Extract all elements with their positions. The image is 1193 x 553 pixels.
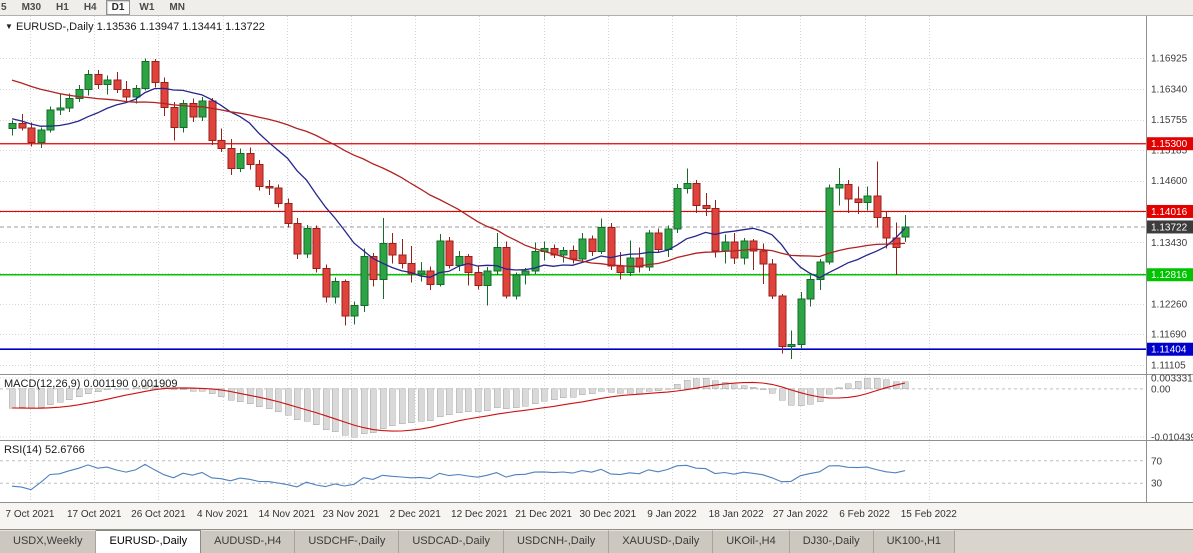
timeframe-button-5[interactable]: 5 [1, 2, 7, 13]
timeframe-button-mn[interactable]: MN [169, 2, 185, 13]
chart-tab-ukoil-h4[interactable]: UKOil-,H4 [713, 530, 790, 553]
svg-text:0.00: 0.00 [1151, 384, 1171, 395]
svg-text:1.14600: 1.14600 [1151, 176, 1188, 187]
svg-text:EURUSD-,Daily 1.13536 1.13947: EURUSD-,Daily 1.13536 1.13947 1.13441 1.… [16, 21, 265, 33]
chart-tab-usdcnh-daily[interactable]: USDCNH-,Daily [503, 530, 610, 553]
current-price-label [1147, 220, 1193, 234]
timeframe-button-h1[interactable]: H1 [56, 2, 69, 13]
svg-text:23 Nov 2021: 23 Nov 2021 [323, 509, 380, 520]
chart-tab-usdx-weekly[interactable]: USDX,Weekly [0, 530, 97, 553]
chart-tab-usdchf-daily[interactable]: USDCHF-,Daily [295, 530, 400, 553]
svg-text:6 Feb 2022: 6 Feb 2022 [839, 509, 890, 520]
chart-tab-audusd-h4[interactable]: AUDUSD-,H4 [201, 530, 296, 553]
svg-text:9 Jan 2022: 9 Jan 2022 [647, 509, 697, 520]
horizontal-level-lines[interactable] [0, 143, 1146, 351]
svg-text:-0.010439: -0.010439 [1151, 433, 1193, 444]
chart-area[interactable]: 1.16925 1.16340 1.15755 1.15185 1.14600 1.134… [0, 16, 1193, 529]
svg-text:1.15300: 1.15300 [1151, 139, 1188, 150]
svg-text:30 Dec 2021: 30 Dec 2021 [579, 509, 636, 520]
svg-text:1.16925: 1.16925 [1151, 54, 1188, 65]
svg-text:70: 70 [1151, 456, 1163, 467]
price-axis: 1.16925 1.16340 1.15755 1.15185 1.14600 1.134… [1147, 54, 1193, 490]
slow-ma-line [11, 79, 906, 268]
svg-text:27 Jan 2022: 27 Jan 2022 [773, 509, 828, 520]
svg-text:1.15755: 1.15755 [1151, 115, 1188, 126]
svg-text:15 Feb 2022: 15 Feb 2022 [901, 509, 958, 520]
svg-text:1.15185: 1.15185 [1151, 145, 1188, 156]
date-axis-strip [0, 503, 1193, 529]
svg-text:17 Oct 2021: 17 Oct 2021 [67, 509, 122, 520]
chart-tab-dj30-daily[interactable]: DJ30-,Daily [789, 530, 874, 553]
svg-text:30: 30 [1151, 479, 1163, 490]
timeframe-button-m30[interactable]: M30 [21, 2, 42, 13]
svg-text:1.13722: 1.13722 [1151, 222, 1188, 233]
svg-text:1.12816: 1.12816 [1151, 270, 1188, 281]
svg-text:7 Oct 2021: 7 Oct 2021 [6, 509, 55, 520]
chart-background [0, 16, 1193, 529]
svg-text:18 Jan 2022: 18 Jan 2022 [709, 509, 764, 520]
svg-text:1.13430: 1.13430 [1151, 238, 1188, 249]
macd-histogram [8, 377, 909, 438]
chart-tab-xauusd-daily[interactable]: XAUUSD-,Daily [609, 530, 714, 553]
svg-text:4 Nov 2021: 4 Nov 2021 [197, 509, 249, 520]
svg-text:1.11404: 1.11404 [1151, 345, 1187, 356]
timeframe-button-w1[interactable]: W1 [139, 2, 155, 13]
chart-tab-uk100-h1[interactable]: UK100-,H1 [873, 530, 956, 553]
svg-text:1.11690: 1.11690 [1151, 330, 1187, 341]
chart-tab-eurusd-daily[interactable]: EURUSD-,Daily [96, 530, 202, 553]
timeframe-button-d1[interactable]: D1 [105, 0, 131, 15]
svg-text:MACD(12,26,9) 0.001190 0.00190: MACD(12,26,9) 0.001190 0.001909 [4, 378, 177, 390]
macd-signal-line [11, 381, 906, 432]
svg-text:12 Dec 2021: 12 Dec 2021 [451, 509, 508, 520]
svg-text:1.11105: 1.11105 [1151, 361, 1186, 372]
svg-text:1.12260: 1.12260 [1151, 300, 1188, 311]
price-label-1.12816 [1147, 268, 1193, 282]
panel-titles: ▼ EURUSD-,Daily 1.13536 1.13947 1.13441 1… [4, 21, 265, 456]
chart-tab-usdcad-daily[interactable]: USDCAD-,Daily [399, 530, 504, 553]
rsi-line [11, 463, 906, 491]
price-label-1.11404 [1147, 342, 1193, 356]
svg-text:▼: ▼ [5, 22, 13, 31]
svg-text:14 Nov 2021: 14 Nov 2021 [258, 509, 315, 520]
gridlines [0, 16, 1146, 502]
price-label-1.15300 [1147, 137, 1193, 151]
fast-ma-line [11, 87, 906, 279]
timeframe-toolbar: 5 M30 H1 H4 D1 W1 MN [0, 0, 1193, 16]
panel-borders [0, 16, 1193, 503]
svg-text:2 Dec 2021: 2 Dec 2021 [390, 509, 442, 520]
timeframe-button-h4[interactable]: H4 [83, 2, 97, 13]
date-axis: 7 Oct 2021 17 Oct 2021 26 Oct 2021 4 Nov 20… [6, 509, 958, 520]
svg-text:21 Dec 2021: 21 Dec 2021 [515, 509, 572, 520]
svg-text:26 Oct 2021: 26 Oct 2021 [131, 509, 186, 520]
price-label-1.14016 [1147, 204, 1193, 218]
svg-text:1.14016: 1.14016 [1151, 207, 1188, 218]
svg-text:1.16340: 1.16340 [1151, 84, 1188, 95]
svg-text:0.003331: 0.003331 [1151, 374, 1193, 385]
chart-tabs-bar: USDX,Weekly EURUSD-,Daily AUDUSD-,H4 USDCHF… [0, 529, 1193, 553]
svg-text:RSI(14) 52.6766: RSI(14) 52.6766 [4, 444, 85, 456]
